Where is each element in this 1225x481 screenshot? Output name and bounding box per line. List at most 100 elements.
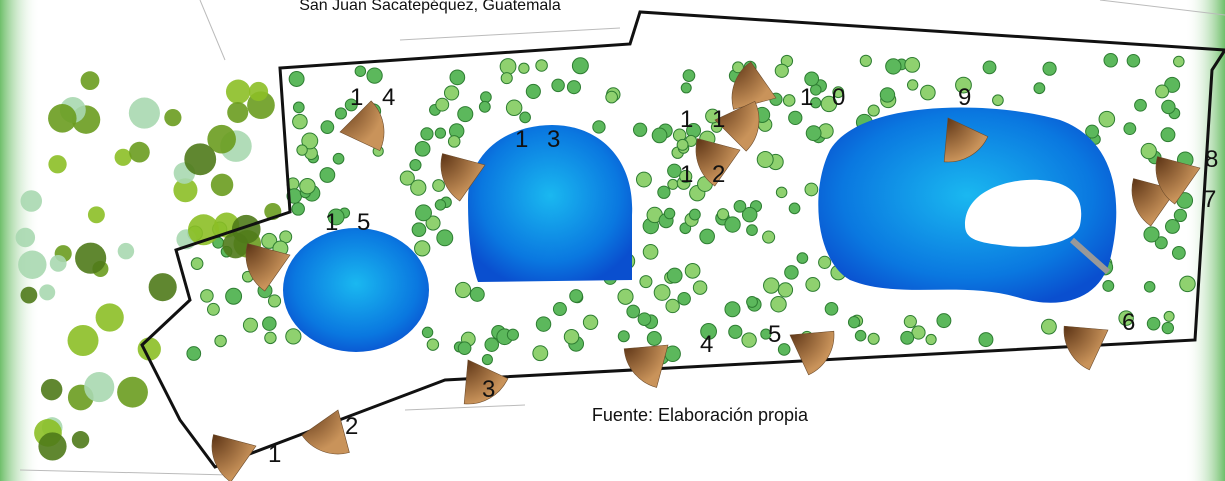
shrub (666, 267, 683, 284)
shrub (1164, 219, 1180, 234)
shrub (679, 169, 693, 184)
shrub (299, 177, 316, 195)
shrub (651, 127, 668, 144)
shrub (344, 98, 358, 112)
shrub (1154, 236, 1168, 250)
shrub (1102, 280, 1115, 292)
shrub (788, 202, 801, 215)
viewpoint-label: 9 (958, 84, 977, 111)
shrub (414, 240, 431, 257)
shrub (1143, 226, 1160, 243)
shrub (505, 99, 523, 117)
shrub (206, 302, 220, 316)
shrub (291, 202, 305, 216)
tree (117, 242, 135, 260)
shrub (1173, 55, 1185, 68)
viewpoint-label: 1 5 (325, 209, 376, 236)
view-cone (731, 61, 777, 110)
shrub (1160, 127, 1176, 143)
tree (184, 143, 217, 176)
shrub (760, 328, 772, 340)
view-cone (943, 117, 989, 163)
tree (225, 79, 251, 104)
shrub (186, 346, 202, 361)
pond (818, 107, 1117, 303)
shrub (982, 60, 997, 75)
shrub (824, 302, 839, 316)
shrub (434, 199, 447, 211)
shrub (1143, 281, 1156, 293)
shrub (617, 288, 634, 305)
shrub (724, 301, 741, 318)
bridge (1070, 237, 1110, 275)
shrub (1033, 82, 1046, 95)
shrub (700, 323, 717, 340)
shrub (805, 125, 822, 142)
shrub (292, 101, 305, 114)
shrub (399, 170, 415, 186)
shrub (746, 295, 758, 308)
shrub (885, 58, 902, 75)
street-line (19, 0, 1225, 476)
shrub (551, 78, 565, 93)
shrub (332, 152, 345, 165)
shrub (784, 265, 799, 280)
shrub (1140, 142, 1157, 160)
shrub (1173, 208, 1187, 223)
shrub (301, 132, 319, 150)
tree (18, 250, 47, 279)
shrub (420, 127, 434, 141)
tree (84, 371, 115, 403)
shrub (288, 71, 305, 87)
shrub (200, 289, 214, 303)
tree (38, 432, 67, 461)
shrub (569, 289, 583, 303)
viewpoint-label: 2 (345, 413, 364, 440)
shrub (763, 277, 780, 294)
shrub (296, 144, 308, 156)
shrub (242, 317, 258, 333)
tree (210, 173, 234, 197)
tree (20, 286, 38, 304)
shrub (454, 281, 472, 299)
shrub (774, 63, 789, 78)
shrub (733, 200, 747, 213)
shrub (415, 204, 432, 222)
shrub (684, 262, 701, 279)
shrub (571, 57, 589, 75)
shrub (777, 343, 791, 356)
shrub (854, 329, 867, 342)
shrub (810, 97, 822, 109)
viewpoints: 1 2 3 4 5 6 7 8 9 1 0 1 1 1 2 1 3 1 4 1 5 (211, 61, 1218, 481)
shrub (411, 222, 427, 238)
tree (15, 227, 36, 248)
source-caption: Fuente: Elaboración propia (592, 405, 809, 425)
view-cone (245, 243, 291, 292)
shrub (443, 85, 460, 101)
shrub (409, 158, 422, 172)
shrub (481, 354, 493, 366)
shrub (435, 97, 450, 112)
shrub (563, 328, 580, 345)
shrub (414, 140, 431, 157)
shrub (320, 120, 335, 135)
shrub (319, 167, 336, 183)
tree (248, 81, 269, 102)
shrub (292, 113, 308, 130)
shrub (434, 127, 447, 139)
tree (87, 206, 105, 224)
shrub (506, 328, 519, 341)
viewpoint-label: 1 4 (350, 84, 401, 111)
shrub (566, 80, 582, 95)
shrub (775, 186, 788, 199)
tree (227, 101, 249, 123)
tree (40, 378, 63, 401)
shrub (646, 330, 662, 346)
view-cone (440, 153, 486, 202)
view-cone (1155, 156, 1201, 205)
viewpoint-label: 1 0 (800, 84, 851, 111)
shrub (1134, 98, 1147, 112)
shrub (1171, 246, 1186, 260)
shrub (847, 316, 861, 329)
shrub (900, 330, 915, 345)
